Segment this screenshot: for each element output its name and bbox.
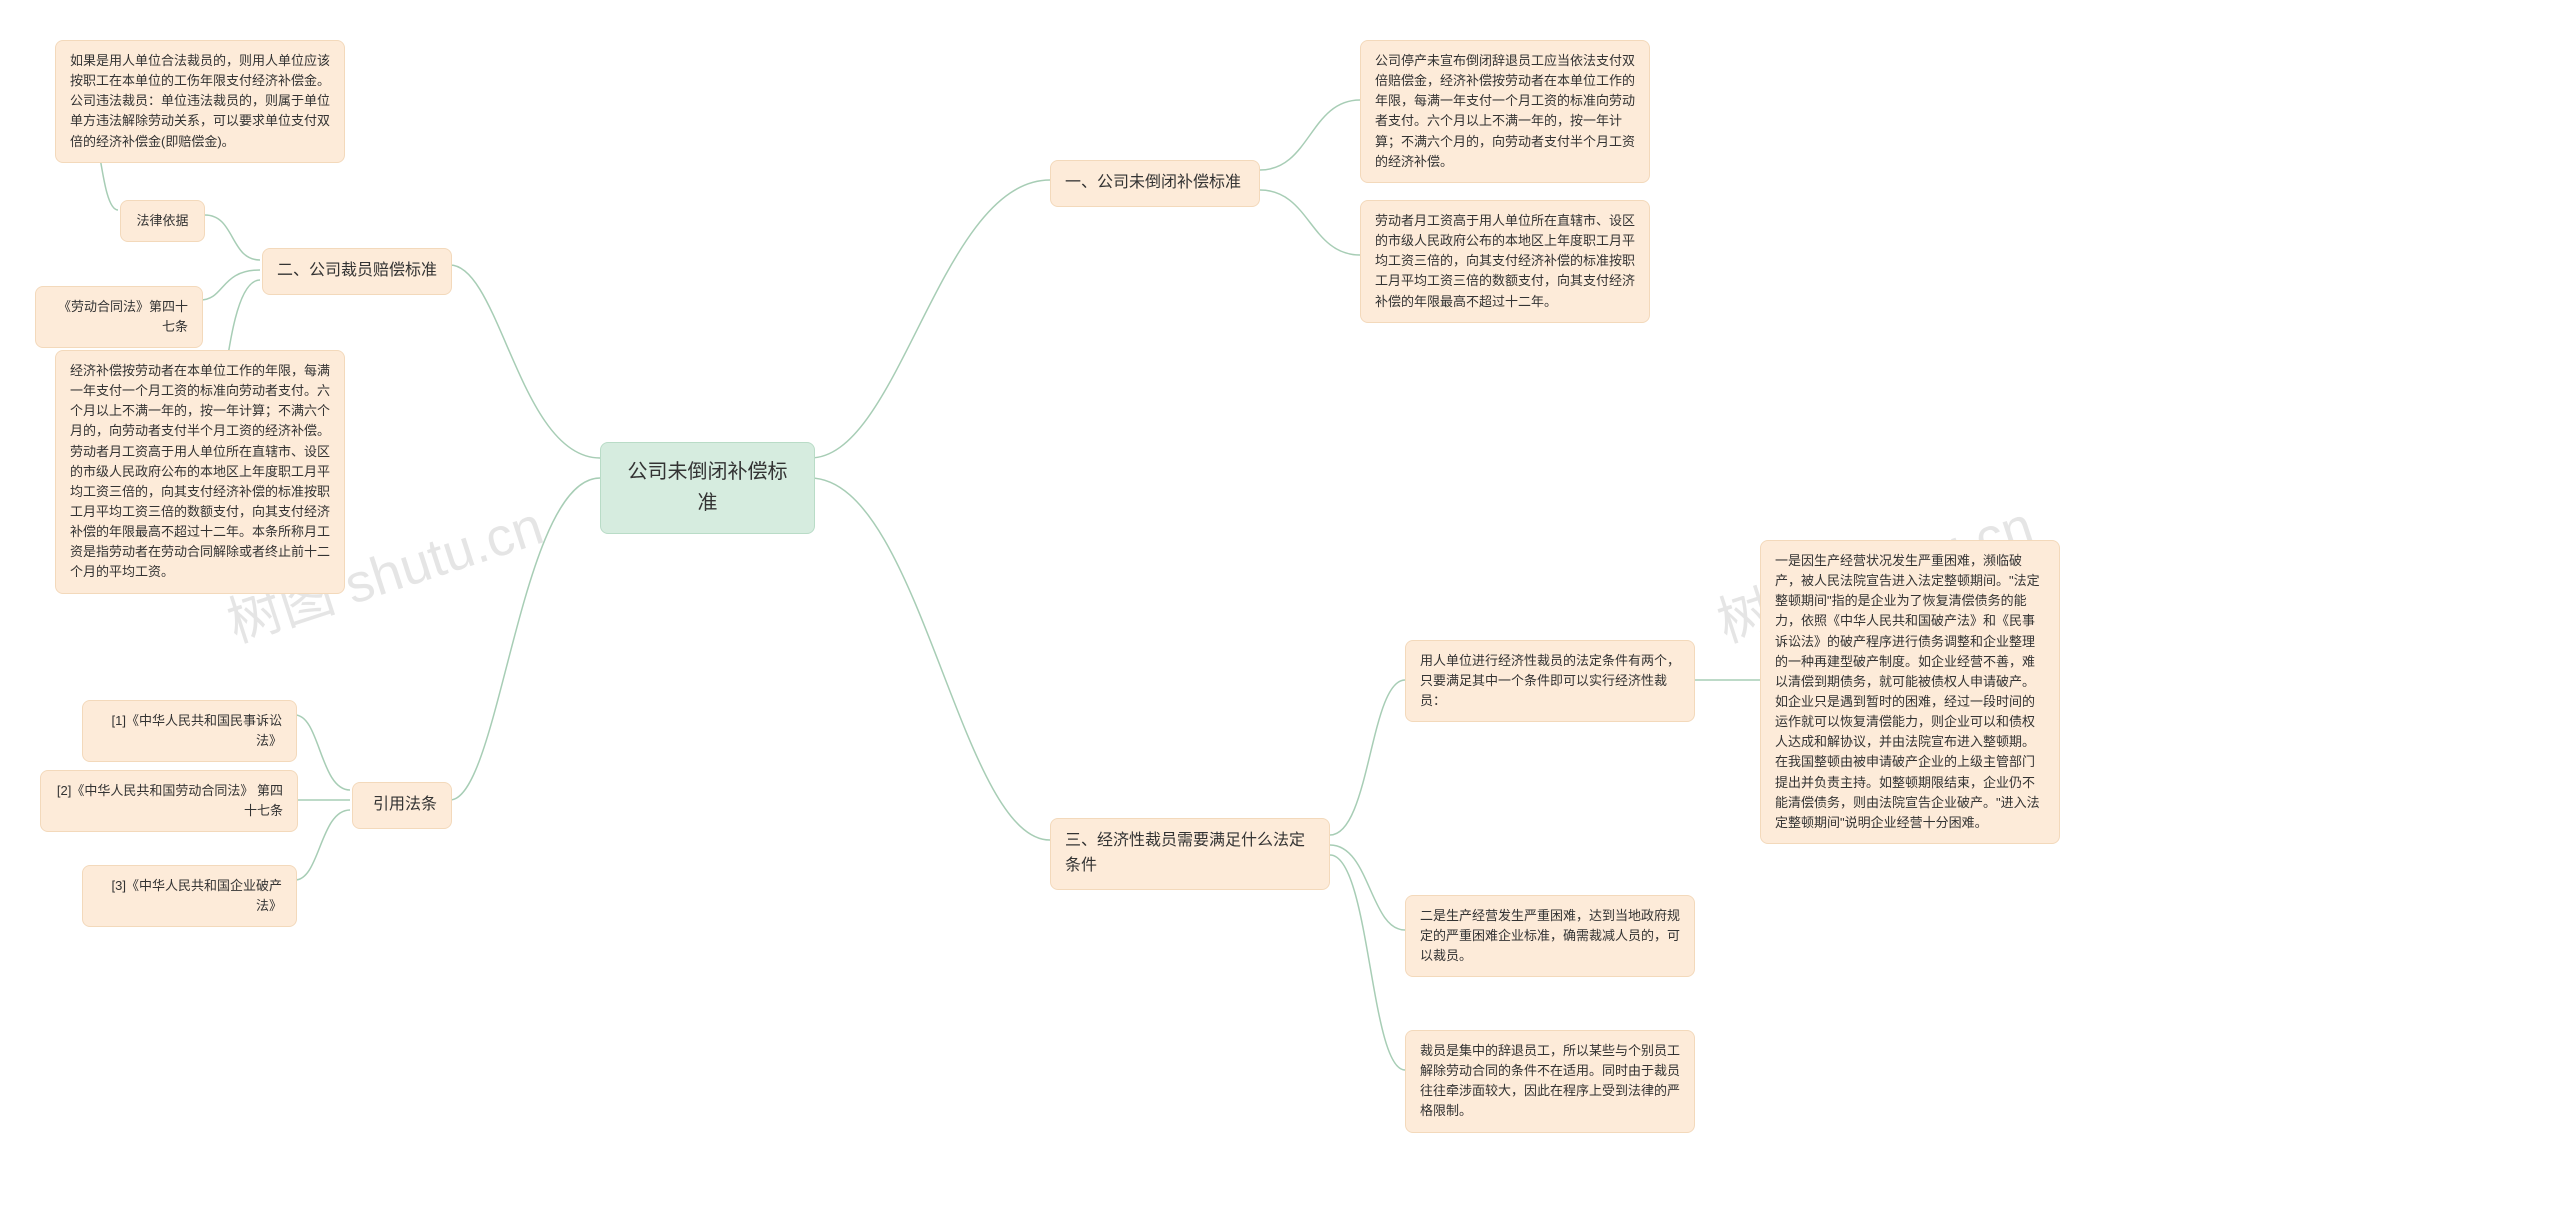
- branch-2-leaf-compensation-detail: 经济补偿按劳动者在本单位工作的年限，每满一年支付一个月工资的标准向劳动者支付。六…: [55, 350, 345, 594]
- branch-3-leaf-condition-2: 二是生产经营发生严重困难，达到当地政府规定的严重困难企业标准，确需裁减人员的，可…: [1405, 895, 1695, 977]
- branch-4-leaf-3: [3]《中华人民共和国企业破产法》: [82, 865, 297, 927]
- mindmap-root: 公司未倒闭补偿标准: [600, 442, 815, 534]
- branch-4: 引用法条: [352, 782, 452, 829]
- connector-layer: [0, 0, 2560, 1231]
- branch-1-leaf-1: 公司停产未宣布倒闭辞退员工应当依法支付双倍赔偿金，经济补偿按劳动者在本单位工作的…: [1360, 40, 1650, 183]
- branch-1: 一、公司未倒闭补偿标准: [1050, 160, 1260, 207]
- branch-4-leaf-2: [2]《中华人民共和国劳动合同法》 第四十七条: [40, 770, 298, 832]
- branch-2-leaf-article47: 《劳动合同法》第四十七条: [35, 286, 203, 348]
- branch-2: 二、公司裁员赔偿标准: [262, 248, 452, 295]
- branch-2-leaf-legal-basis: 法律依据: [120, 200, 205, 242]
- branch-2-leaf-legal-basis-detail: 如果是用人单位合法裁员的，则用人单位应该按职工在本单位的工伤年限支付经济补偿金。…: [55, 40, 345, 163]
- branch-3-leaf-conditions-intro: 用人单位进行经济性裁员的法定条件有两个，只要满足其中一个条件即可以实行经济性裁员…: [1405, 640, 1695, 722]
- branch-4-leaf-1: [1]《中华人民共和国民事诉讼法》: [82, 700, 297, 762]
- branch-3-leaf-condition-1-detail: 一是因生产经营状况发生严重困难，濒临破产，被人民法院宣告进入法定整顿期间。"法定…: [1760, 540, 2060, 844]
- branch-1-leaf-2: 劳动者月工资高于用人单位所在直辖市、设区的市级人民政府公布的本地区上年度职工月平…: [1360, 200, 1650, 323]
- branch-3-leaf-procedure-note: 裁员是集中的辞退员工，所以某些与个别员工解除劳动合同的条件不在适用。同时由于裁员…: [1405, 1030, 1695, 1133]
- branch-3: 三、经济性裁员需要满足什么法定条件: [1050, 818, 1330, 890]
